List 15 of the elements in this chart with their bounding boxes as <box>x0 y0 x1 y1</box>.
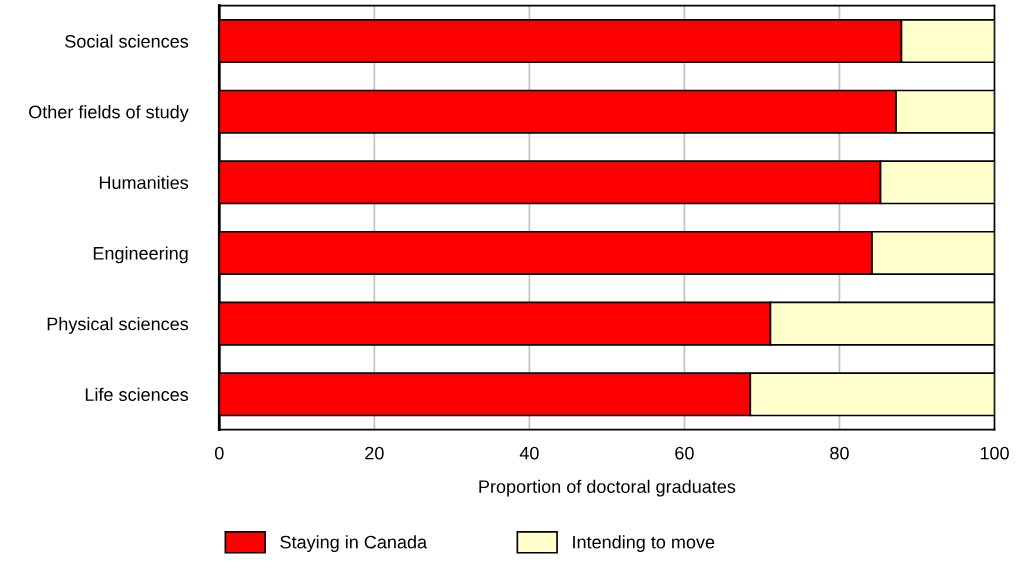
x-tick-label: 0 <box>214 446 224 460</box>
x-axis-title: Proportion of doctoral graduates <box>479 479 736 497</box>
x-tick-label: 80 <box>830 446 849 460</box>
x-tick-label: 20 <box>365 446 384 460</box>
y-tick-label: Life sciences <box>85 387 189 401</box>
y-tick-label: Other fields of study <box>29 105 189 122</box>
legend-label: Intending to move <box>573 535 715 553</box>
y-tick-label: Engineering <box>93 246 188 264</box>
y-tick-label: Physical sciences <box>47 317 189 334</box>
legend-label: Staying in Canada <box>280 535 428 553</box>
x-tick-label: 40 <box>519 446 539 460</box>
x-tick-label: 100 <box>980 446 1009 460</box>
y-tick-label: Social sciences <box>65 34 189 48</box>
x-tick-label: 60 <box>675 446 694 460</box>
y-tick-label: Humanities <box>99 175 189 190</box>
